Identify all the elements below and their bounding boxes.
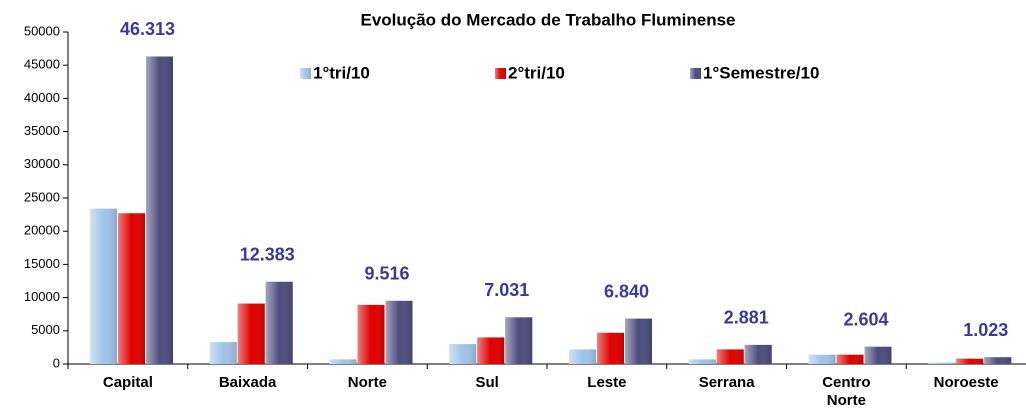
bar-shade: [146, 56, 173, 364]
data-label: 9.516: [364, 264, 409, 284]
x-tick-label: Centro Norte: [822, 374, 871, 409]
y-tick-label: 45000: [24, 57, 60, 72]
x-tick-label: Serrana: [698, 374, 755, 391]
bar-shade: [569, 349, 596, 364]
y-tick-label: 10000: [24, 289, 60, 304]
y-tick-label: 40000: [24, 90, 60, 105]
bar-shade: [477, 337, 505, 364]
data-label: 2.604: [843, 309, 888, 329]
y-tick-label: 15000: [24, 256, 60, 271]
bar-shade: [984, 357, 1012, 364]
legend-swatch-shade: [300, 68, 311, 79]
x-tick-label: Sul: [475, 374, 499, 391]
bar-shade: [209, 342, 237, 364]
bar-shade: [357, 304, 385, 364]
bar-shade: [385, 300, 413, 364]
bar-shade: [118, 213, 145, 364]
bar-shade: [688, 359, 716, 364]
bar-shade: [928, 362, 956, 364]
legend-swatch-shade: [495, 68, 506, 79]
bar-shade: [836, 354, 864, 364]
legend-label: 1°Semestre/10: [703, 63, 819, 82]
bar-shade: [716, 349, 744, 364]
data-label: 2.881: [724, 308, 769, 328]
x-tick-label: Baixada: [218, 374, 277, 391]
bar-shade: [744, 344, 772, 364]
data-label: 1.023: [963, 320, 1008, 340]
x-tick-label: Noroeste: [933, 374, 999, 391]
y-tick-label: 5000: [31, 322, 60, 337]
bar-shade: [864, 346, 892, 364]
x-tick-label: Leste: [587, 374, 627, 391]
bar-shade: [265, 281, 293, 364]
y-tick-label: 0: [53, 355, 60, 370]
bar-shade: [625, 318, 652, 364]
legend-label: 2°tri/10: [508, 63, 565, 82]
bar-shade: [237, 303, 265, 364]
y-tick-label: 20000: [24, 223, 60, 238]
legend-swatch-shade: [690, 68, 701, 79]
chart-title: Evolução do Mercado de Trabalho Fluminen…: [360, 10, 735, 29]
bar-shade: [597, 332, 624, 364]
bar-shade: [449, 344, 477, 364]
bar-shade: [90, 208, 117, 364]
y-tick-label: 25000: [24, 189, 60, 204]
legend-label: 1°tri/10: [313, 63, 370, 82]
data-label: 6.840: [604, 281, 649, 301]
data-label: 46.313: [120, 19, 175, 39]
y-tick-label: 50000: [24, 23, 60, 38]
bar-shade: [505, 317, 533, 364]
bar-shade: [808, 354, 836, 364]
data-label: 7.031: [484, 280, 529, 300]
x-tick-label: Capital: [102, 374, 153, 391]
bar-shade: [329, 359, 357, 364]
y-tick-label: 30000: [24, 156, 60, 171]
bar-shade: [956, 358, 984, 364]
x-tick-label: Norte: [347, 374, 387, 391]
data-label: 12.383: [240, 245, 295, 265]
y-tick-label: 35000: [24, 123, 60, 138]
